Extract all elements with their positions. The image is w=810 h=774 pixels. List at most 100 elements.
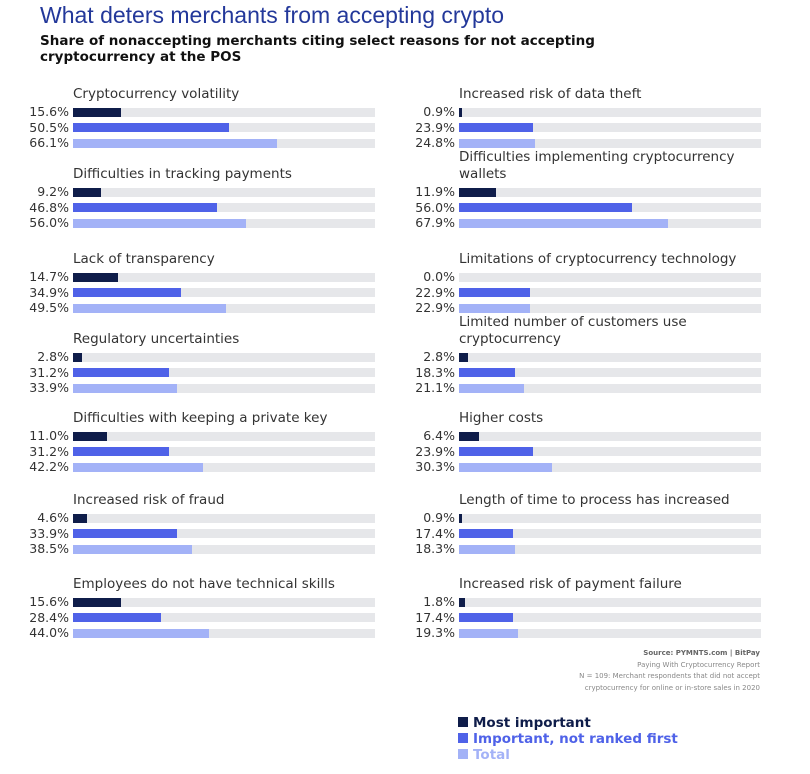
- track: [459, 544, 761, 554]
- bar: [459, 303, 530, 313]
- value-label: 44.0%: [29, 625, 69, 640]
- note: Source: PYMNTS.com | BitPay: [643, 649, 760, 657]
- value-label: 0.9%: [423, 104, 455, 119]
- value-label: 14.7%: [29, 269, 69, 284]
- bar: [459, 513, 462, 523]
- panel-title: Regulatory uncertainties: [73, 331, 240, 347]
- chart-title: What deters merchants from accepting cry…: [40, 2, 505, 28]
- track: [73, 513, 375, 523]
- panel-title: Increased risk of fraud: [73, 492, 225, 508]
- bar: [73, 303, 226, 313]
- legend-swatch: [458, 733, 468, 743]
- track: [459, 529, 761, 538]
- value-label: 38.5%: [29, 541, 69, 556]
- note: N = 109: Merchant respondents that did n…: [579, 672, 760, 692]
- value-label: 66.1%: [29, 135, 69, 150]
- track: [459, 597, 761, 607]
- value-label: 6.4%: [423, 428, 455, 443]
- track: [73, 544, 375, 554]
- bar: [73, 597, 122, 607]
- value-label: 15.6%: [29, 104, 69, 119]
- bar: [73, 368, 170, 377]
- bar: [73, 462, 204, 472]
- value-label: 56.0%: [29, 215, 69, 230]
- bar: [73, 218, 246, 228]
- legend-swatch: [458, 717, 468, 727]
- bar: [459, 529, 513, 538]
- bar: [459, 218, 669, 228]
- bar: [459, 447, 533, 456]
- legend-label: Important, not ranked first: [473, 731, 678, 747]
- value-label: 18.3%: [415, 541, 455, 556]
- bar: [459, 203, 632, 212]
- bar: [459, 288, 530, 297]
- track: [459, 123, 761, 132]
- value-label: 19.3%: [415, 625, 455, 640]
- bar: [459, 383, 525, 393]
- value-label: 0.0%: [423, 269, 455, 284]
- panel-title: Increased risk of payment failure: [459, 576, 682, 592]
- track: [73, 529, 375, 538]
- panel-title: Length of time to process has increased: [459, 492, 730, 508]
- bar: [73, 272, 119, 282]
- bar: [73, 288, 181, 297]
- value-label: 17.4%: [415, 525, 455, 541]
- track: [459, 138, 761, 148]
- panel-title: Cryptocurrency volatility: [73, 86, 240, 102]
- track: [73, 597, 375, 607]
- bar: [73, 529, 178, 538]
- bar: [459, 613, 513, 622]
- track: [459, 613, 761, 622]
- bar: [459, 597, 465, 607]
- bar: [73, 107, 122, 117]
- track: [459, 368, 761, 377]
- bar: [459, 462, 553, 472]
- bar: [459, 628, 519, 638]
- bar: [459, 187, 496, 197]
- track: [73, 383, 375, 393]
- track: [73, 628, 375, 638]
- value-label: 21.1%: [415, 380, 455, 395]
- track: [73, 272, 375, 282]
- legend-label: Most important: [473, 715, 591, 731]
- track: [459, 628, 761, 638]
- track: [73, 431, 375, 441]
- value-label: 67.9%: [415, 215, 455, 230]
- legend-item: Important, not ranked first: [458, 731, 678, 747]
- bar: [73, 352, 82, 362]
- value-label: 50.5%: [29, 119, 69, 135]
- bar: [73, 203, 218, 212]
- value-label: 17.4%: [415, 609, 455, 625]
- bar: [459, 544, 516, 554]
- panel-title: Limited number of customers use cryptocu…: [459, 314, 687, 347]
- bar: [73, 513, 88, 523]
- bar: [459, 368, 516, 377]
- value-label: 31.2%: [29, 364, 69, 380]
- track: [459, 288, 761, 297]
- value-label: 24.8%: [415, 135, 455, 150]
- value-label: 23.9%: [415, 443, 455, 459]
- bar: [73, 544, 192, 554]
- value-label: 11.0%: [29, 428, 69, 443]
- track: [73, 447, 375, 456]
- bar: [73, 431, 107, 441]
- bar: [73, 447, 170, 456]
- value-label: 22.9%: [415, 300, 455, 315]
- panel-title: Increased risk of data theft: [459, 86, 642, 102]
- value-label: 18.3%: [415, 364, 455, 380]
- bar: [459, 352, 468, 362]
- bar: [73, 383, 178, 393]
- value-label: 0.9%: [423, 510, 455, 525]
- value-label: 1.8%: [423, 594, 455, 609]
- bar: [73, 123, 229, 132]
- legend-label: Total: [473, 747, 510, 763]
- legend-item: Most important: [458, 715, 591, 731]
- track: [459, 187, 761, 197]
- value-label: 11.9%: [415, 184, 455, 199]
- track: [73, 288, 375, 297]
- value-label: 56.0%: [415, 199, 455, 215]
- track: [73, 368, 375, 377]
- panel-title: Difficulties implementing cryptocurrency…: [459, 149, 735, 182]
- panel-title: Difficulties with keeping a private key: [73, 410, 328, 426]
- value-label: 9.2%: [37, 184, 69, 199]
